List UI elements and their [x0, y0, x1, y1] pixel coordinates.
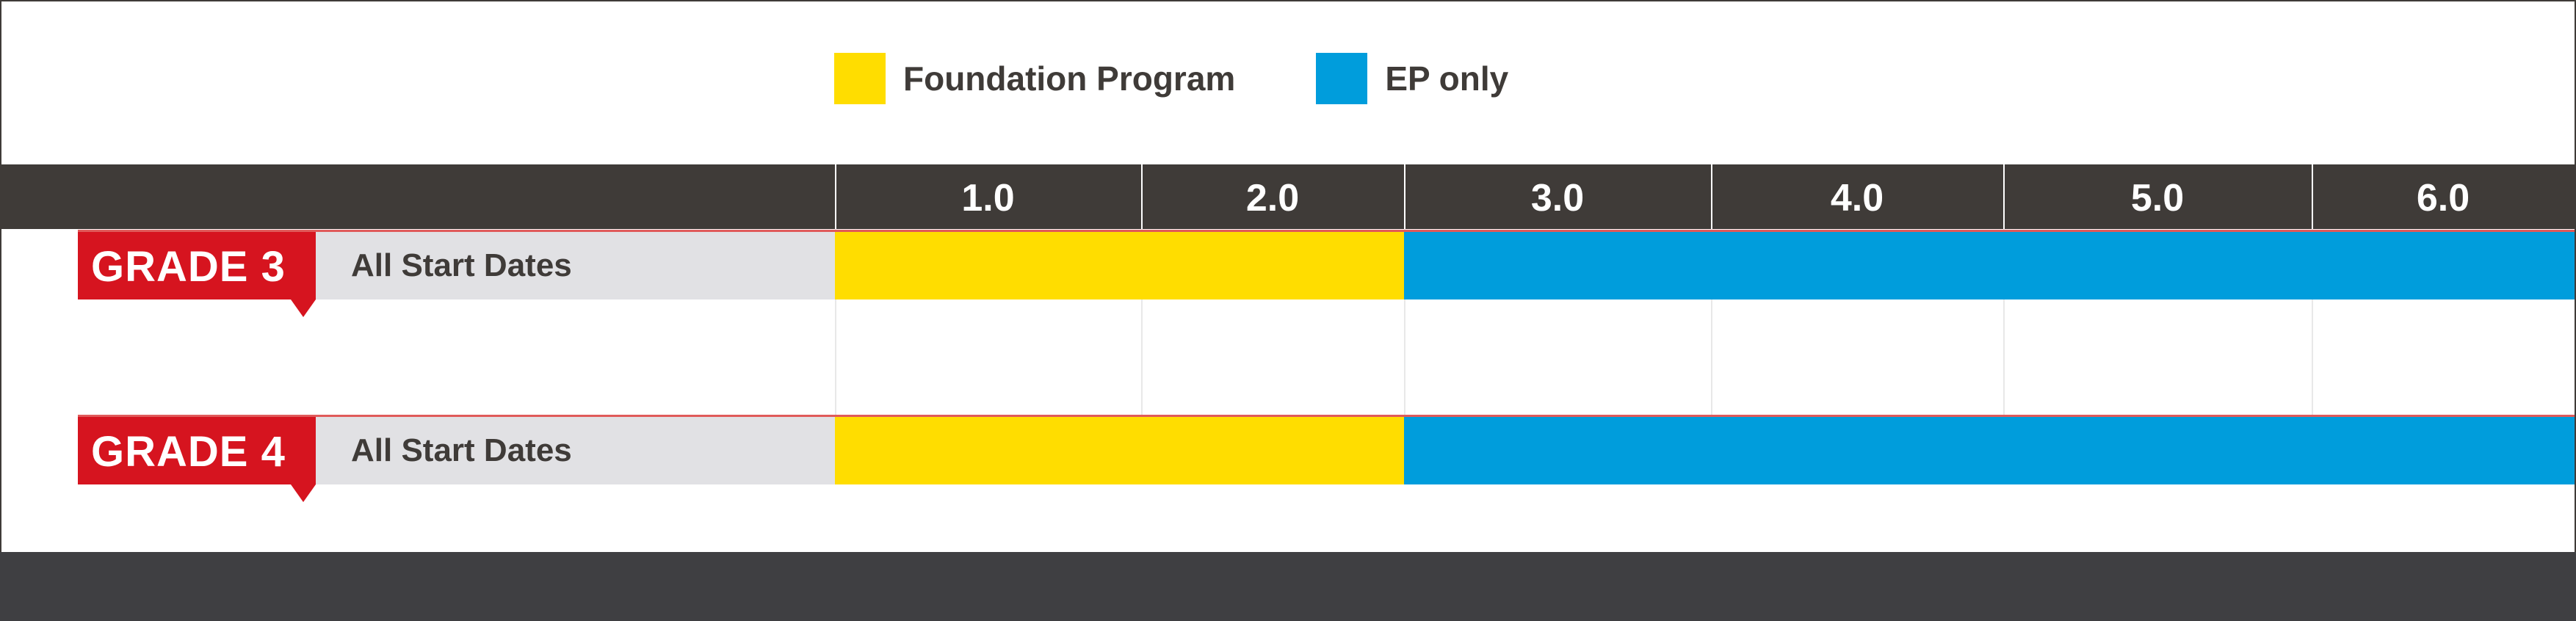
grade-tag-pointer — [291, 484, 316, 502]
tick-label: 1.0 — [961, 177, 1015, 219]
header-divider — [1711, 164, 1712, 229]
grade-tag-pointer — [291, 299, 316, 317]
bar-segment-ep-only — [1404, 417, 2575, 484]
legend-item-foundation: Foundation Program — [834, 53, 1235, 104]
grade-tag: GRADE 3 — [78, 232, 316, 299]
legend-item-ep-only: EP only — [1316, 53, 1508, 104]
tick-label: 6.0 — [2416, 177, 2470, 219]
tick-label: 4.0 — [1830, 177, 1884, 219]
footer-bar — [0, 552, 2576, 621]
legend-label-ep-only: EP only — [1385, 59, 1509, 98]
grade-label: GRADE 3 — [91, 243, 286, 291]
header-divider — [1141, 164, 1143, 229]
header-divider — [2312, 164, 2313, 229]
chart-frame — [0, 0, 2576, 553]
row-divider — [78, 230, 2575, 232]
gridline — [1141, 229, 1143, 415]
bar-segment-ep-only — [1404, 232, 2575, 299]
bar-segment-foundation-program — [835, 417, 1404, 484]
legend-swatch-ep-only — [1316, 53, 1368, 104]
row-sublabel: All Start Dates — [351, 247, 572, 283]
tick-label: 5.0 — [2130, 177, 2185, 219]
legend-label-foundation: Foundation Program — [903, 59, 1236, 98]
tick-label: 3.0 — [1530, 177, 1585, 219]
gridline — [1711, 229, 1712, 415]
axis-header-bar — [1, 164, 2575, 229]
gridline — [2003, 229, 2005, 415]
row-sublabel: All Start Dates — [351, 432, 572, 468]
header-divider — [2003, 164, 2005, 229]
legend: Foundation Program EP only — [834, 53, 1589, 104]
gridline — [1404, 229, 1405, 415]
row-divider — [78, 415, 2575, 417]
gridline — [835, 229, 836, 415]
bar-segment-foundation-program — [835, 232, 1404, 299]
gridline — [2312, 229, 2313, 415]
header-divider — [835, 164, 836, 229]
grade-tag: GRADE 4 — [78, 417, 316, 484]
tick-label: 2.0 — [1245, 177, 1300, 219]
grade-label: GRADE 4 — [91, 428, 286, 476]
row-label-background — [316, 417, 835, 484]
legend-swatch-foundation — [834, 53, 886, 104]
header-divider — [1404, 164, 1405, 229]
row-label-background — [316, 232, 835, 299]
